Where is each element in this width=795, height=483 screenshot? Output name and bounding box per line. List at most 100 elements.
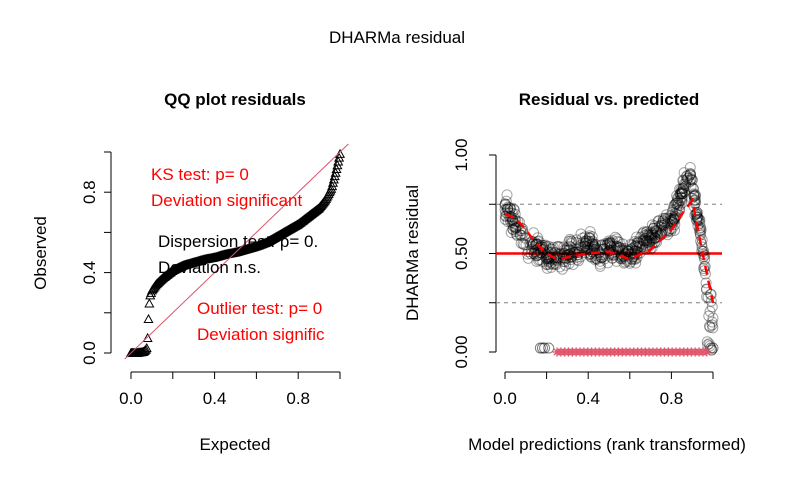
residual-point <box>582 238 594 250</box>
residual-point <box>685 168 697 180</box>
residual-point <box>649 220 661 232</box>
residual-point <box>596 239 608 251</box>
residual-point <box>547 241 559 253</box>
residual-point <box>602 238 614 250</box>
residual-point <box>669 198 681 210</box>
residual-point <box>531 255 543 267</box>
qq-x-tick-label: 0.8 <box>286 389 310 408</box>
residual-point <box>584 242 596 254</box>
residual-point <box>533 254 545 266</box>
residual-point <box>551 241 563 253</box>
residual-point <box>499 198 511 210</box>
residual-point <box>566 236 578 248</box>
residual-point <box>530 239 542 251</box>
residual-point <box>510 228 522 240</box>
residual-point <box>532 249 544 261</box>
residual-point <box>531 238 543 250</box>
residual-point <box>693 225 705 237</box>
residual-vs-predicted-panel: Residual vs. predicted 0.0 0.4 0.8 0.00 0.50… <box>403 90 746 454</box>
residual-point <box>604 236 616 248</box>
residual-point <box>677 182 689 194</box>
residual-point <box>631 242 643 254</box>
residual-point <box>510 222 522 234</box>
residual-point <box>547 258 559 270</box>
residual-point <box>583 232 595 244</box>
residual-point <box>707 342 719 354</box>
residual-point <box>522 246 534 258</box>
residual-point <box>672 192 684 204</box>
residual-point <box>706 316 718 328</box>
residual-point <box>639 230 651 242</box>
qq-point <box>334 148 346 158</box>
qq-y-tick-label: 0.4 <box>80 261 99 285</box>
residual-point <box>560 244 572 256</box>
residual-point <box>607 235 619 247</box>
residual-point <box>650 222 662 234</box>
residual-point <box>666 206 678 218</box>
residual-point <box>676 186 688 198</box>
residual-point <box>688 188 700 200</box>
residual-point <box>499 198 511 210</box>
residual-point <box>681 170 693 182</box>
residual-point <box>579 240 591 252</box>
residual-point <box>591 253 603 265</box>
residual-point <box>668 201 680 213</box>
residual-point <box>590 247 602 259</box>
residual-point <box>646 234 658 246</box>
residual-point <box>696 238 708 250</box>
residual-point <box>671 197 683 209</box>
residual-points <box>499 161 719 356</box>
residual-point <box>565 235 577 247</box>
residual-point <box>676 195 688 207</box>
residual-point <box>705 288 717 300</box>
residual-point <box>563 248 575 260</box>
residual-point <box>507 220 519 232</box>
residual-point <box>618 250 630 262</box>
residual-point <box>594 260 606 272</box>
residual-point <box>649 232 661 244</box>
residual-point <box>684 161 696 173</box>
residual-point <box>509 213 521 225</box>
residual-point <box>700 277 712 289</box>
residual-point <box>564 244 576 256</box>
residual-point <box>643 230 655 242</box>
residual-y-tick-label: 1.00 <box>452 138 471 171</box>
residual-point <box>550 252 562 264</box>
residual-point <box>688 194 700 206</box>
residual-point <box>589 238 601 250</box>
residual-point <box>575 241 587 253</box>
residual-point <box>608 241 620 253</box>
residual-point <box>579 247 591 259</box>
residual-point <box>595 249 607 261</box>
residual-point <box>647 229 659 241</box>
residual-point <box>617 250 629 262</box>
residual-point <box>522 252 534 264</box>
residual-point <box>688 183 700 195</box>
residual-point <box>531 238 543 250</box>
residual-point <box>507 214 519 226</box>
residual-point <box>512 215 524 227</box>
residual-point <box>641 228 653 240</box>
residual-point <box>672 192 684 204</box>
residual-point <box>508 221 520 233</box>
residual-point <box>704 320 716 332</box>
residual-point <box>499 199 511 211</box>
residual-y-tick-label: 0.50 <box>452 237 471 270</box>
residual-point <box>646 219 658 231</box>
residual-point <box>695 225 707 237</box>
residual-point <box>543 342 555 354</box>
residual-point <box>630 257 642 269</box>
residual-point <box>641 236 653 248</box>
residual-point <box>543 259 555 271</box>
residual-point <box>634 247 646 259</box>
qq-point <box>143 313 154 324</box>
residual-point <box>664 215 676 227</box>
residual-point <box>604 237 616 249</box>
residual-point <box>647 222 659 234</box>
residual-point <box>674 204 686 216</box>
qq-annotation-block: Dispersion test: p= 0. Deviation n.s. <box>158 232 318 277</box>
residual-point <box>571 251 583 263</box>
residual-point <box>626 243 638 255</box>
quantile-regression-curve <box>504 197 715 304</box>
residual-point <box>583 236 595 248</box>
